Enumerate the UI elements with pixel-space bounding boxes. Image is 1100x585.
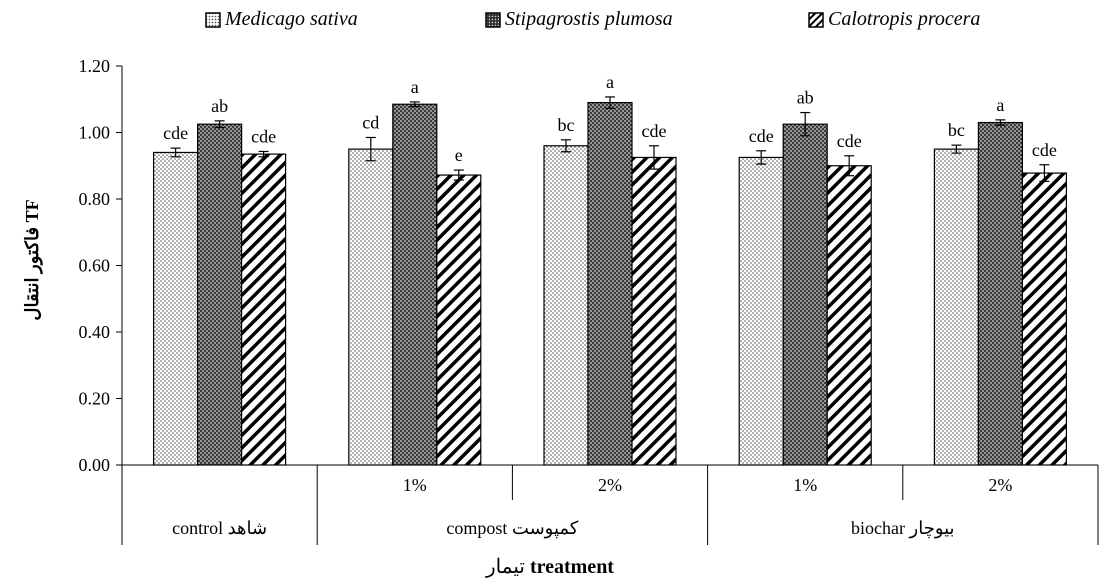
data-label: a [996, 95, 1004, 115]
data-label: ab [211, 96, 228, 116]
data-label: a [606, 72, 614, 92]
x-axis-title: تیمار treatment [0, 554, 1100, 579]
bar [348, 148, 394, 466]
y-axis-title: فاکتور انتقال TF [22, 199, 43, 320]
bar [1021, 172, 1068, 466]
data-label: cde [251, 126, 276, 146]
bar [587, 101, 633, 466]
data-label: bc [948, 120, 965, 140]
y-tick-label: 0.60 [79, 256, 111, 276]
x-group-label: compost کمپوست [446, 518, 578, 539]
legend-swatch-hatch [808, 11, 824, 28]
data-label: cde [163, 123, 188, 143]
y-tick-label: 0.20 [79, 389, 111, 409]
y-tick-label: 1.00 [79, 123, 111, 143]
y-tick-label: 0.40 [79, 322, 111, 342]
legend-swatch-dense [485, 11, 501, 28]
bar [436, 174, 482, 466]
x-tick-label: 1% [403, 475, 427, 495]
legend-label: Stipagrostis plumosa [505, 8, 673, 30]
legend-item-stipagrostis: Stipagrostis plumosa [485, 8, 673, 31]
bar [933, 148, 980, 466]
x-tick-label: 2% [598, 475, 622, 495]
legend-label: Calotropis procera [828, 8, 981, 30]
y-axis: 0.00 0.20 0.40 0.60 0.80 1.00 1.20 [79, 56, 123, 475]
data-label: cd [362, 112, 379, 132]
x-axis-title-en: treatment [529, 556, 614, 578]
y-tick-label: 0.80 [79, 189, 111, 209]
data-label: cde [837, 131, 862, 151]
legend-item-calotropis: Calotropis procera [808, 8, 980, 31]
bar [977, 121, 1024, 466]
data-label: a [411, 77, 419, 97]
x-axis-title-fa: تیمار [486, 556, 525, 578]
x-axis: 1% 2% 1% 2% control شاهد compost کمپوست biocha… [121, 464, 1099, 545]
bar [738, 156, 784, 466]
data-label: bc [558, 115, 575, 135]
data-label: cde [749, 126, 774, 146]
bar [826, 165, 872, 466]
x-tick-label: 1% [793, 475, 817, 495]
legend-swatch-dots [205, 11, 221, 28]
legend-item-medicago: Medicago sativa [205, 8, 358, 31]
data-label: e [455, 145, 463, 165]
legend-label: Medicago sativa [225, 8, 358, 30]
bar [543, 145, 589, 466]
bar [631, 156, 677, 466]
x-group-label: biochar بیوچار [851, 518, 955, 539]
y-tick-label: 1.20 [79, 56, 111, 76]
bar [153, 151, 199, 466]
bar [782, 123, 828, 466]
bar [197, 123, 243, 466]
legend: Medicago sativa Stipagrostis plumosa Cal… [0, 8, 1100, 36]
data-label: ab [797, 88, 814, 108]
data-label: cde [1032, 140, 1057, 160]
bar [392, 103, 438, 466]
y-tick-label: 0.00 [79, 455, 111, 475]
x-tick-label: 2% [988, 475, 1012, 495]
x-group-label: control شاهد [172, 518, 267, 538]
data-label: cde [642, 121, 667, 141]
bars: cde ab cde cd a e bc a cde cde ab cde bc a cde [153, 72, 1068, 466]
bar [241, 153, 287, 466]
y-axis-title-wrap: فاکتور انتقال TF [8, 160, 68, 360]
